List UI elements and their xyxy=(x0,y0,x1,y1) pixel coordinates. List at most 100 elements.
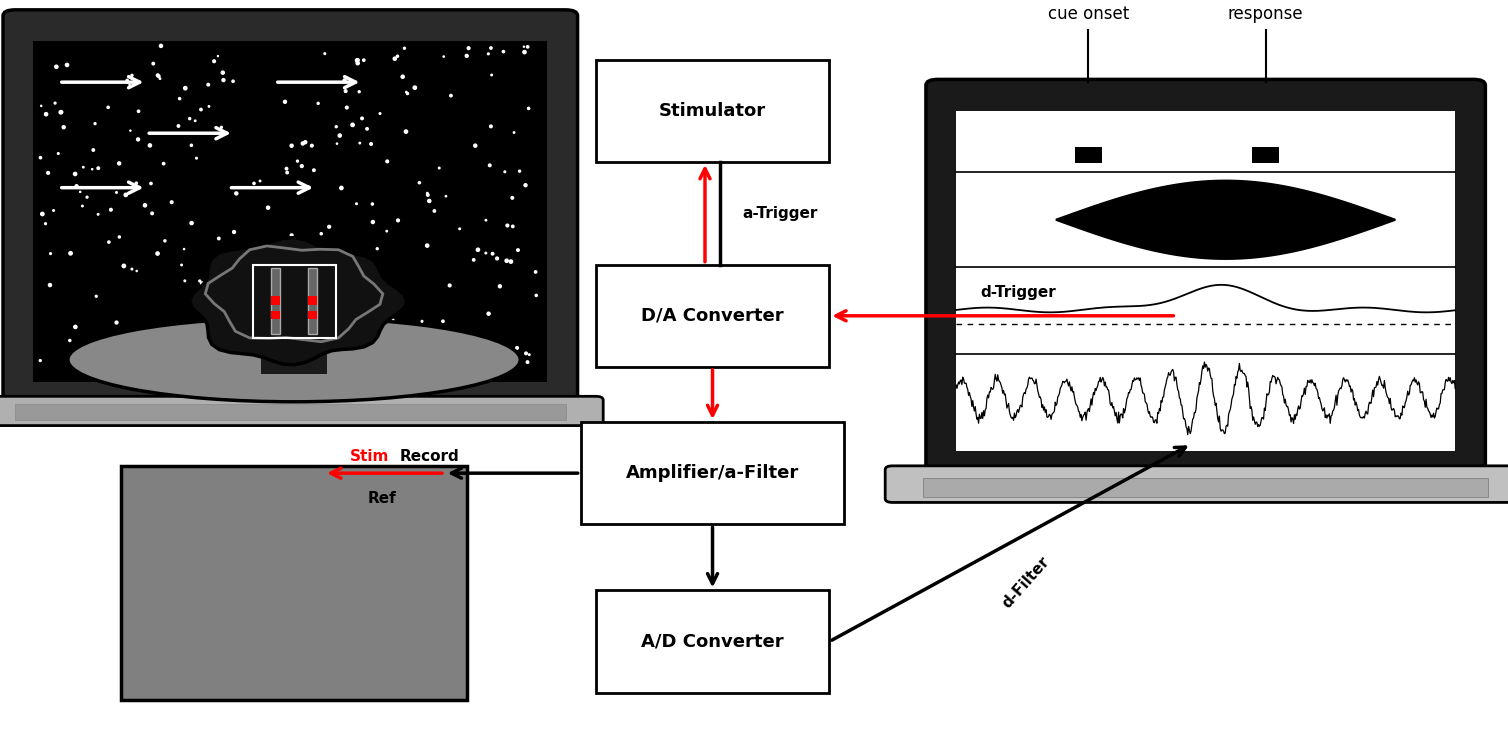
Point xyxy=(516,356,540,368)
Point xyxy=(446,326,470,338)
Point xyxy=(29,152,53,163)
FancyBboxPatch shape xyxy=(3,10,578,406)
Bar xyxy=(271,268,280,334)
Point xyxy=(333,85,357,97)
Point xyxy=(160,196,184,208)
Point xyxy=(104,317,128,328)
Point xyxy=(178,113,202,125)
Point xyxy=(193,369,217,380)
Point xyxy=(288,301,312,313)
Point xyxy=(514,347,538,359)
Point xyxy=(148,73,172,84)
Bar xyxy=(956,111,1455,452)
Point xyxy=(113,189,137,201)
Point xyxy=(222,226,246,238)
Point xyxy=(345,54,369,66)
Point xyxy=(434,191,458,202)
Point xyxy=(478,367,502,379)
Point xyxy=(454,50,478,62)
Point xyxy=(198,325,222,337)
Point xyxy=(495,220,519,232)
FancyBboxPatch shape xyxy=(0,397,603,426)
Point xyxy=(80,163,104,175)
Point xyxy=(107,334,131,345)
Point xyxy=(211,74,235,86)
Point xyxy=(145,248,169,259)
Point xyxy=(182,115,207,127)
Point xyxy=(431,315,455,327)
Point xyxy=(395,88,419,100)
Point xyxy=(119,345,143,357)
Point xyxy=(124,177,148,189)
Point xyxy=(461,254,486,266)
Bar xyxy=(271,296,280,305)
Point xyxy=(277,248,302,260)
Point xyxy=(445,365,469,377)
Point xyxy=(211,67,235,78)
Text: Ref: Ref xyxy=(366,491,397,507)
FancyBboxPatch shape xyxy=(885,466,1508,502)
Point xyxy=(282,319,306,331)
Point xyxy=(146,70,170,81)
Point xyxy=(486,253,510,265)
Point xyxy=(422,205,446,217)
Bar xyxy=(308,268,317,334)
Bar xyxy=(581,422,844,524)
Point xyxy=(179,217,204,229)
Point xyxy=(382,314,406,325)
Point xyxy=(39,248,63,259)
Text: d-Filter: d-Filter xyxy=(998,553,1053,611)
Point xyxy=(427,162,451,174)
Point xyxy=(190,278,214,290)
Point xyxy=(104,187,128,199)
Point xyxy=(83,118,107,130)
Point xyxy=(84,290,109,302)
Point xyxy=(344,198,368,210)
Point xyxy=(439,349,463,361)
Point xyxy=(290,161,314,172)
Point xyxy=(167,93,192,105)
Text: response: response xyxy=(1228,5,1303,23)
Point xyxy=(210,122,234,133)
Point xyxy=(431,51,455,62)
Point xyxy=(121,70,145,81)
Point xyxy=(474,247,498,259)
Point xyxy=(213,310,237,322)
Point xyxy=(345,57,369,69)
Point xyxy=(97,236,121,248)
Polygon shape xyxy=(205,246,383,342)
Point xyxy=(416,189,440,201)
Point xyxy=(415,240,439,251)
Point xyxy=(30,208,54,220)
Point xyxy=(33,218,57,229)
Point xyxy=(169,259,193,271)
Point xyxy=(87,364,112,375)
Point xyxy=(341,119,365,130)
Point xyxy=(296,181,320,193)
Point xyxy=(511,41,535,53)
Point xyxy=(492,45,516,57)
Point xyxy=(207,50,231,62)
Bar xyxy=(596,59,829,162)
Point xyxy=(179,139,204,151)
Point xyxy=(51,122,75,133)
Point xyxy=(347,86,371,97)
Point xyxy=(493,166,517,177)
Point xyxy=(107,231,131,243)
Point xyxy=(163,347,187,359)
Point xyxy=(434,361,458,373)
Point xyxy=(332,336,356,348)
Point xyxy=(345,54,369,66)
Point xyxy=(484,350,508,361)
Point xyxy=(35,108,59,120)
Point xyxy=(152,158,176,169)
Point xyxy=(386,215,410,226)
Point xyxy=(127,106,151,117)
Point xyxy=(525,290,549,301)
Point xyxy=(155,345,179,357)
Point xyxy=(284,279,308,291)
Point xyxy=(232,365,256,377)
Point xyxy=(112,260,136,272)
Point xyxy=(86,162,110,174)
Point xyxy=(187,275,211,287)
